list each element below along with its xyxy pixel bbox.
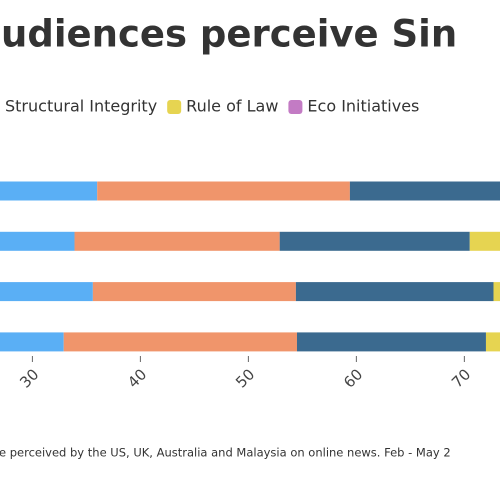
legend-swatch [167, 100, 182, 114]
x-tick-label: 40 [124, 365, 150, 391]
bar-segment [0, 181, 98, 201]
x-tick-label: 60 [340, 365, 366, 391]
bar-segment [279, 231, 470, 251]
bar-segment [63, 332, 297, 352]
bar-segment [0, 332, 64, 352]
x-tick-label: 50 [232, 365, 258, 391]
bar-segment [349, 181, 500, 201]
legend-label: Rule of Law [186, 97, 278, 116]
bar-segment [295, 282, 494, 302]
legend-swatch [288, 100, 303, 114]
chart-note: e perceived by the US, UK, Australia and… [0, 446, 451, 460]
chart-title: udiences perceive Sin [1, 13, 457, 56]
bar-segment [469, 231, 500, 251]
bar-segment [92, 282, 296, 302]
bar-segment [74, 231, 280, 251]
bar-segment [97, 181, 350, 201]
legend-label: Eco Initiatives [307, 97, 419, 116]
bar-segment [493, 282, 500, 302]
bar-segment [0, 282, 93, 302]
legend-label: Structural Integrity [5, 97, 157, 116]
bar-segment [485, 332, 500, 352]
x-tick-label: 70 [448, 365, 474, 391]
x-tick-label: 30 [16, 365, 42, 391]
bar-segment [296, 332, 486, 352]
bar-segment [0, 231, 75, 251]
